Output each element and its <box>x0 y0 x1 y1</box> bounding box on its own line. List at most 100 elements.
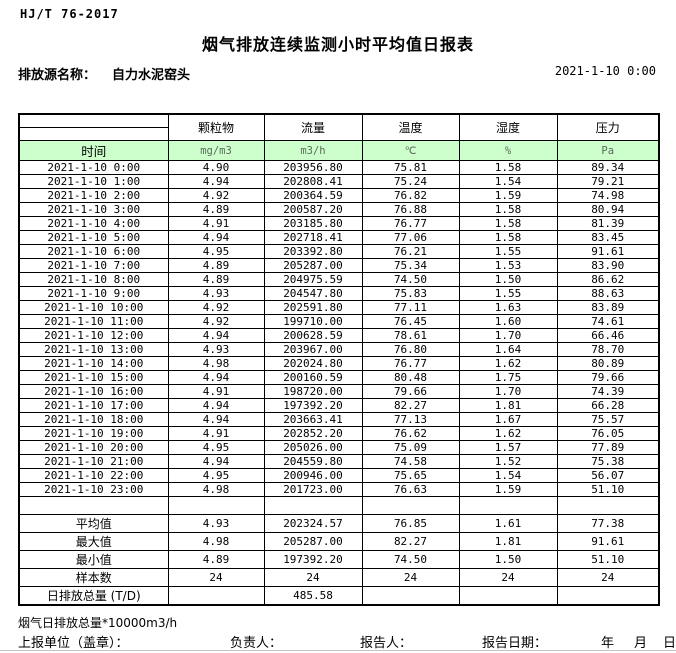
spacer-cell <box>167 496 265 515</box>
value-cell: 201723.00 <box>263 482 363 497</box>
table-row: 2021-1-10 15:00 4.94 200160.59 80.48 1.75 79.… <box>18 370 660 385</box>
value-cell: 205026.00 <box>263 440 363 455</box>
summary-value-cell: 76.85 <box>361 514 460 533</box>
value-cell: 51.10 <box>556 482 660 497</box>
table-row: 2021-1-10 13:00 4.93 203967.00 76.80 1.64 78.… <box>18 342 660 357</box>
time-cell: 2021-1-10 13:00 <box>18 342 169 357</box>
value-cell: 81.39 <box>556 216 660 231</box>
column-header-temperature: 温度 <box>361 113 460 141</box>
summary-value-cell: 1.81 <box>458 532 558 551</box>
value-cell: 200628.59 <box>263 328 363 343</box>
time-cell: 2021-1-10 16:00 <box>18 384 169 399</box>
value-cell: 1.70 <box>458 384 558 399</box>
year-label: 年 <box>601 636 615 651</box>
report-unit-label: 上报单位（盖章）： <box>18 636 129 651</box>
value-cell: 75.57 <box>556 412 660 427</box>
value-cell: 83.90 <box>556 258 660 273</box>
value-cell: 1.50 <box>458 272 558 287</box>
spacer-cell <box>18 496 169 515</box>
value-cell: 204559.80 <box>263 454 363 469</box>
value-cell: 4.90 <box>167 160 265 175</box>
summary-value-cell <box>361 586 460 606</box>
table-row: 2021-1-10 2:00 4.92 200364.59 76.82 1.59 74.9… <box>18 188 660 203</box>
time-cell: 2021-1-10 6:00 <box>18 244 169 259</box>
unit-row: 时间 mg/m3 m3/h ℃ % Pa <box>18 140 660 161</box>
value-cell: 77.13 <box>361 412 460 427</box>
value-cell: 1.75 <box>458 370 558 385</box>
value-cell: 4.92 <box>167 314 265 329</box>
value-cell: 91.61 <box>556 244 660 259</box>
value-cell: 80.94 <box>556 202 660 217</box>
unit-humidity: % <box>458 140 558 161</box>
emission-source-line: 排放源名称： 自力水泥窑头 <box>18 64 190 83</box>
table-row: 2021-1-10 19:00 4.91 202852.20 76.62 1.62 76.… <box>18 426 660 441</box>
summary-row: 最小值 4.89 197392.20 74.50 1.50 51.10 <box>18 550 660 569</box>
value-cell: 1.70 <box>458 328 558 343</box>
time-cell: 2021-1-10 3:00 <box>18 202 169 217</box>
value-cell: 203967.00 <box>263 342 363 357</box>
time-cell: 2021-1-10 2:00 <box>18 188 169 203</box>
time-cell: 2021-1-10 14:00 <box>18 356 169 371</box>
value-cell: 1.81 <box>458 398 558 413</box>
value-cell: 198720.00 <box>263 384 363 399</box>
unit-pressure: Pa <box>556 140 660 161</box>
value-cell: 4.93 <box>167 286 265 301</box>
spacer-section <box>18 496 660 515</box>
value-cell: 1.53 <box>458 258 558 273</box>
value-cell: 1.59 <box>458 188 558 203</box>
value-cell: 1.58 <box>458 230 558 245</box>
value-cell: 4.93 <box>167 342 265 357</box>
value-cell: 79.66 <box>361 384 460 399</box>
summary-value-cell: 1.61 <box>458 514 558 533</box>
column-header-particulate: 颗粒物 <box>167 113 265 141</box>
summary-value-cell: 4.89 <box>167 550 265 569</box>
summary-rows: 平均值 4.93 202324.57 76.85 1.61 77.38 最大值 4.98 205… <box>18 514 660 606</box>
value-cell: 56.07 <box>556 468 660 483</box>
value-cell: 4.95 <box>167 244 265 259</box>
day-label: 日 <box>663 636 676 651</box>
value-cell: 4.94 <box>167 454 265 469</box>
value-cell: 204547.80 <box>263 286 363 301</box>
table-row: 2021-1-10 4:00 4.91 203185.80 76.77 1.58 81.3… <box>18 216 660 231</box>
value-cell: 1.64 <box>458 342 558 357</box>
time-cell: 2021-1-10 8:00 <box>18 272 169 287</box>
unit-particulate: mg/m3 <box>167 140 265 161</box>
value-cell: 66.28 <box>556 398 660 413</box>
summary-value-cell: 82.27 <box>361 532 460 551</box>
value-cell: 76.21 <box>361 244 460 259</box>
value-cell: 202718.41 <box>263 230 363 245</box>
table-row: 2021-1-10 3:00 4.89 200587.20 76.88 1.58 80.9… <box>18 202 660 217</box>
time-cell: 2021-1-10 17:00 <box>18 398 169 413</box>
value-cell: 203392.80 <box>263 244 363 259</box>
value-cell: 1.55 <box>458 286 558 301</box>
value-cell: 4.94 <box>167 328 265 343</box>
table-row: 2021-1-10 0:00 4.90 203956.80 75.81 1.58 89.3… <box>18 160 660 175</box>
bottom-divider <box>0 650 676 651</box>
time-cell: 2021-1-10 15:00 <box>18 370 169 385</box>
table-row: 2021-1-10 5:00 4.94 202718.41 77.06 1.58 83.4… <box>18 230 660 245</box>
summary-value-cell: 24 <box>361 568 460 587</box>
time-cell: 2021-1-10 4:00 <box>18 216 169 231</box>
value-cell: 1.55 <box>458 244 558 259</box>
hourly-data-rows: 2021-1-10 0:00 4.90 203956.80 75.81 1.58 89.3… <box>18 160 660 497</box>
table-row: 2021-1-10 9:00 4.93 204547.80 75.83 1.55 88.6… <box>18 286 660 301</box>
time-cell: 2021-1-10 22:00 <box>18 468 169 483</box>
value-cell: 202808.41 <box>263 174 363 189</box>
summary-label-cell: 最大值 <box>18 532 169 551</box>
value-cell: 203185.80 <box>263 216 363 231</box>
summary-value-cell <box>167 586 265 606</box>
value-cell: 74.98 <box>556 188 660 203</box>
time-cell: 2021-1-10 10:00 <box>18 300 169 315</box>
time-cell: 2021-1-10 19:00 <box>18 426 169 441</box>
value-cell: 4.94 <box>167 370 265 385</box>
value-cell: 202024.80 <box>263 356 363 371</box>
value-cell: 74.61 <box>556 314 660 329</box>
time-column-header: 时间 <box>18 140 169 161</box>
value-cell: 4.92 <box>167 188 265 203</box>
value-cell: 76.77 <box>361 216 460 231</box>
unit-temperature: ℃ <box>361 140 460 161</box>
value-cell: 78.70 <box>556 342 660 357</box>
summary-value-cell: 24 <box>263 568 363 587</box>
summary-value-cell: 24 <box>458 568 558 587</box>
value-cell: 200364.59 <box>263 188 363 203</box>
